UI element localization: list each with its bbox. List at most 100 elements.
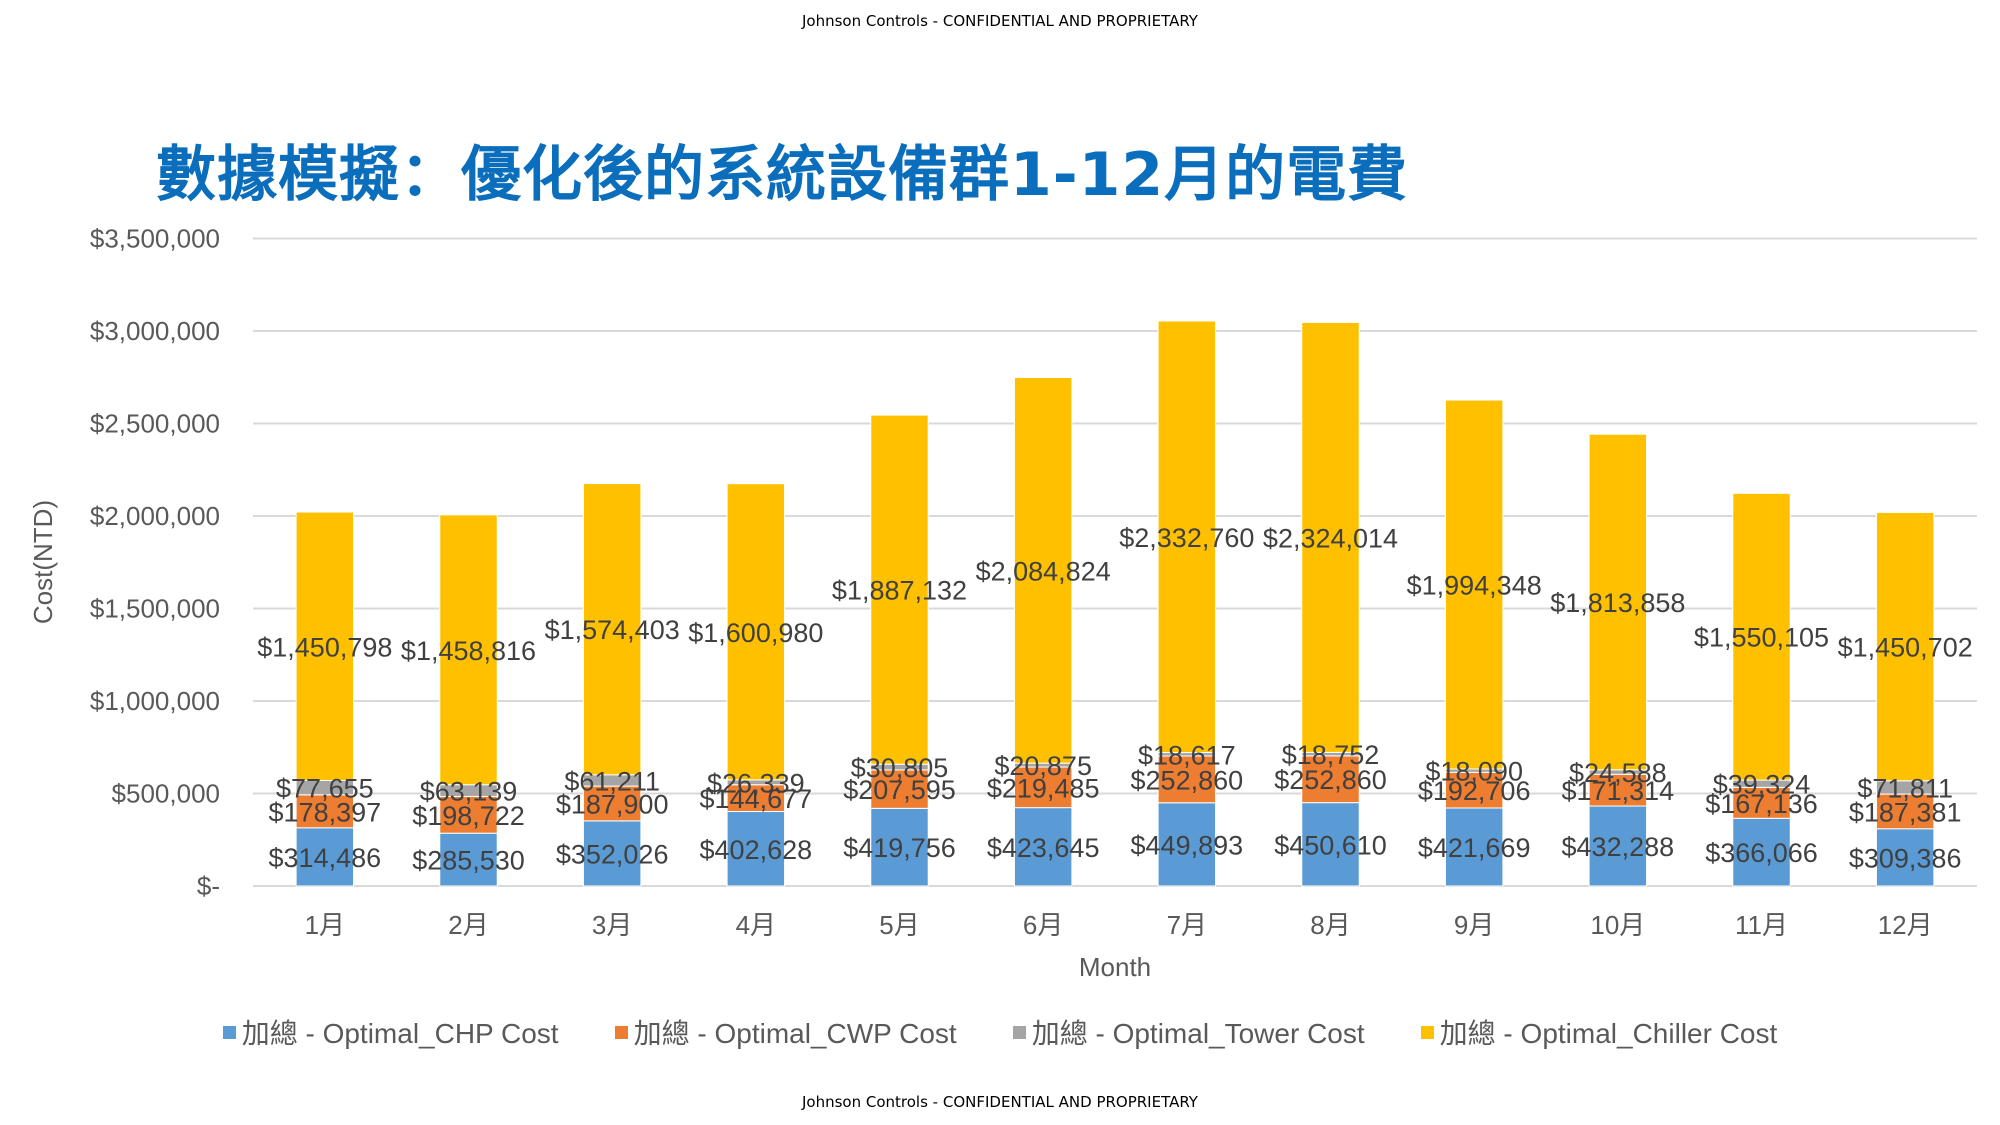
bar-segment-chp [1301,802,1360,887]
x-tick-label: 4月 [736,910,776,940]
bar-segment-chiller [1157,320,1217,754]
gridlines [253,237,1977,887]
data-label-chp: $423,645 [987,833,1100,863]
data-label-chiller: $1,600,980 [688,618,823,648]
x-tick-label: 3月 [592,910,632,940]
bar-segment-chp [439,832,498,887]
data-label-cwp: $252,860 [1274,765,1387,795]
bar-segment-chiller [870,414,929,765]
bar-segment-chp [1157,802,1217,887]
bar-segment-chp [726,811,786,887]
y-tick-label: $2,000,000 [90,501,220,531]
bar-segment-chp [582,820,642,887]
legend-swatch-tower [1012,1025,1026,1039]
x-tick-label: 1月 [305,910,345,940]
bar-segment-chp [1444,807,1504,887]
bar-segment-cwp [1301,755,1360,804]
bar-segment-cwp [295,794,355,829]
data-label-cwp: $198,722 [412,801,525,831]
confidential-header: Johnson Controls - CONFIDENTIAL AND PROP… [802,12,1198,30]
legend-item-cwp: 加總 - Optimal_CWP Cost [614,1012,957,1052]
bar-segment-chp [1875,828,1935,887]
y-axis-ticks: $- $500,000 $1,000,000 $1,500,000 $2,000,000… [90,224,220,902]
x-axis-ticks: 1月 2月 3月 4月 5月 6月 7月 8月 9月 10月 11月 12月 [305,910,1933,940]
legend-item-chp: 加總 - Optimal_CHP Cost [222,1012,559,1052]
data-label-chiller: $1,887,132 [832,576,967,606]
x-tick-label: 8月 [1310,910,1350,940]
y-tick-label: $1,000,000 [90,686,220,716]
data-label-chp: $421,669 [1418,833,1531,863]
bar-segment-chiller [439,514,498,786]
y-tick-label: $- [197,871,220,901]
x-tick-label: 2月 [448,910,488,940]
data-label-chp: $314,486 [269,843,382,873]
page-title: 數據模擬：優化後的系統設備群1-12月的電費 [156,140,1409,210]
bar-segment-cwp [1013,766,1073,809]
legend: 加總 - Optimal_CHP Cost 加總 - Optimal_CWP Co… [0,1012,2000,1052]
legend-item-chiller: 加總 - Optimal_Chiller Cost [1420,1012,1777,1052]
x-axis-title: Month [1079,952,1151,982]
bar-segment-cwp [1875,793,1935,830]
bar-segment-cwp [1732,786,1791,819]
data-label-chp: $432,288 [1562,832,1675,862]
data-label-cwp: $187,900 [556,789,669,819]
data-label-cwp: $167,136 [1705,789,1818,819]
data-label-cwp: $219,485 [987,773,1100,803]
bar-segment-cwp [439,795,498,834]
data-label-chp: $309,386 [1849,843,1962,873]
data-label-chp: $449,893 [1131,830,1244,860]
data-label-cwp: $187,381 [1849,797,1962,827]
data-label-chiller: $2,324,014 [1263,523,1398,553]
x-tick-label: 10月 [1590,910,1645,940]
y-tick-label: $500,000 [112,779,220,809]
data-label-tower: $30,805 [851,753,949,783]
x-tick-label: 5月 [879,910,919,940]
bar-segment-cwp [1588,773,1648,807]
data-label-tower: $18,090 [1425,757,1523,787]
data-label-chp: $352,026 [556,839,669,869]
data-label-chiller: $1,550,105 [1694,623,1829,653]
bar-segment-chiller [1444,399,1504,770]
bar-segment-chiller [1875,511,1935,782]
x-tick-label: 11月 [1735,910,1788,940]
x-tick-label: 7月 [1167,910,1207,940]
legend-swatch-cwp [614,1025,628,1039]
bar-segment-chiller [1013,376,1073,764]
data-label-chiller: $1,450,798 [257,632,392,662]
x-tick-label: 12月 [1878,910,1933,940]
data-label-chiller: $1,574,403 [545,615,680,645]
data-label-tower: $77,655 [276,774,374,804]
bar-segment-chp [870,807,929,887]
data-label-cwp: $171,314 [1562,776,1675,806]
data-label-cwp: $207,595 [843,775,956,805]
data-label-tower: $20,875 [994,751,1092,781]
bar-segment-chiller [1732,492,1791,781]
bar-segment-chp [1013,807,1073,887]
legend-swatch-chiller [1420,1025,1434,1039]
data-label-cwp: $144,677 [700,784,813,814]
legend-item-tower: 加總 - Optimal_Tower Cost [1012,1012,1365,1052]
legend-label: 加總 - Optimal_CWP Cost [633,1018,957,1049]
data-label-chiller: $2,332,760 [1119,523,1254,553]
x-tick-label: 9月 [1454,910,1494,940]
data-label-chp: $402,628 [700,835,813,865]
data-label-chiller: $2,084,824 [976,556,1111,586]
data-label-tower: $24,588 [1569,758,1667,788]
data-labels: $314,486 $178,397$77,655 $1,450,798 $285,53… [257,523,1972,876]
data-label-chiller: $1,450,702 [1838,633,1973,663]
legend-label: 加總 - Optimal_Tower Cost [1031,1018,1365,1049]
data-label-chiller: $1,994,348 [1407,571,1542,601]
bar-segment-cwp [582,785,642,822]
bar-segment-cwp [726,784,786,813]
data-label-chp: $450,610 [1274,830,1387,860]
bar-segment-cwp [1444,771,1504,809]
legend-swatch-chp [222,1025,236,1039]
data-label-tower: $18,617 [1138,740,1236,770]
bar-segment-cwp [1157,755,1217,804]
bar-segment-chiller [1301,321,1360,753]
data-label-cwp: $192,706 [1418,776,1531,806]
confidential-footer: Johnson Controls - CONFIDENTIAL AND PROP… [802,1093,1198,1111]
y-tick-label: $3,000,000 [90,316,220,346]
bar-segment-cwp [870,769,929,809]
